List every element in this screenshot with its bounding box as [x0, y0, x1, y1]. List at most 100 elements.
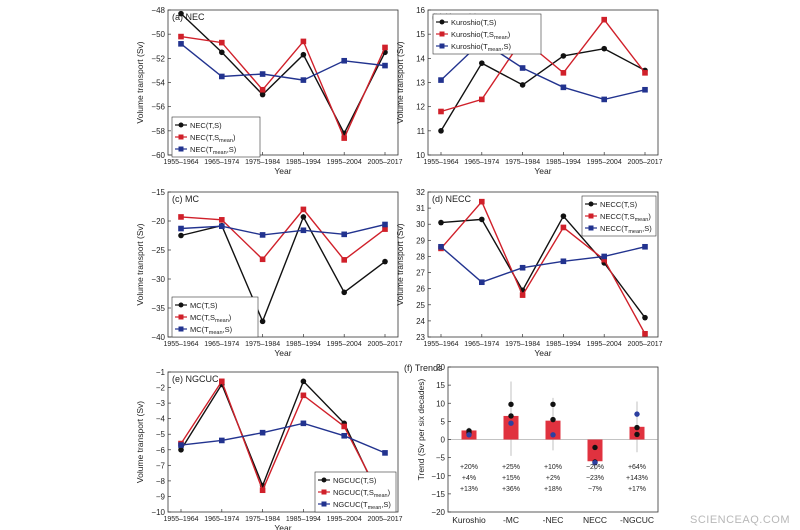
- data-point: [560, 70, 567, 76]
- y-tick-label: 24: [416, 317, 425, 326]
- data-point: [341, 289, 348, 296]
- legend-label: Kuroshio(T,S): [451, 18, 497, 27]
- data-point: [300, 38, 307, 45]
- data-point: [601, 96, 607, 103]
- data-point: [178, 442, 184, 448]
- x-tick-label: -NEC: [543, 515, 564, 525]
- data-point: [259, 71, 266, 77]
- y-tick-label: 12: [416, 103, 425, 112]
- trend-annotation: +2%: [546, 475, 560, 482]
- data-point: [519, 82, 526, 88]
- y-tick-label: 26: [416, 285, 425, 294]
- x-tick-label: 1985–1994: [286, 159, 321, 166]
- data-point: [438, 243, 444, 250]
- trend-dot-black: [508, 401, 514, 408]
- data-point: [479, 60, 485, 66]
- legend-label: MC(T,S): [190, 301, 218, 310]
- legend-label: NEC(T,S): [190, 121, 222, 130]
- panel-title: (e) NGCUC: [172, 374, 219, 384]
- x-axis-label: Year: [274, 166, 291, 176]
- y-tick-label: 10: [436, 399, 445, 408]
- data-point: [601, 253, 607, 260]
- trend-dot-black: [592, 444, 598, 451]
- panel-ngcuc: (e) NGCUC −10 −9 −8 −7 −6 −5 −4 −3 −2 −1 1955–1964 1…: [135, 368, 403, 530]
- trend-dot-black: [550, 416, 556, 423]
- x-tick-label: 1995–2004: [587, 159, 622, 166]
- data-point: [259, 318, 266, 325]
- x-tick-label: 1955–1964: [163, 159, 198, 166]
- data-point: [259, 232, 266, 238]
- x-tick-label: 2005–2017: [367, 159, 402, 166]
- x-tick-label: 1995–2004: [327, 159, 362, 166]
- data-point: [479, 216, 485, 223]
- legend-swatch-marker: [588, 201, 594, 207]
- legend-swatch-marker: [439, 43, 445, 49]
- y-tick-label: 29: [416, 236, 425, 245]
- x-tick-label: 1965–1974: [204, 516, 239, 523]
- x-tick-label: 1965–1974: [464, 341, 499, 348]
- y-tick-label: 27: [416, 269, 425, 278]
- data-point: [341, 135, 347, 141]
- data-point: [341, 423, 347, 430]
- data-point: [341, 432, 347, 439]
- y-tick-label: 30: [416, 220, 425, 229]
- data-point: [382, 226, 388, 232]
- data-point: [642, 86, 648, 93]
- y-tick-label: 16: [416, 6, 425, 15]
- y-tick-label: −9: [156, 492, 166, 501]
- legend-swatch-marker: [439, 31, 445, 37]
- data-point: [382, 221, 388, 228]
- data-point: [560, 213, 567, 219]
- y-tick-label: −7: [156, 461, 166, 470]
- x-tick-label: 1975–1984: [505, 159, 540, 166]
- x-tick-label: 1995–2004: [327, 516, 362, 523]
- x-tick-label: 1985–1994: [546, 159, 581, 166]
- data-point: [300, 227, 307, 234]
- panel-nec: (a) NEC −60 −58 −56 −54 −52 −50 −48 1955–1964 196…: [135, 6, 403, 176]
- y-tick-label: 5: [441, 417, 446, 426]
- y-tick-label: −10: [431, 472, 445, 481]
- y-tick-label: −50: [151, 30, 165, 39]
- data-point: [382, 44, 388, 51]
- legend-label: Kuroshio(T,Smean): [451, 30, 511, 41]
- data-point: [341, 231, 347, 238]
- x-axis-label: Year: [274, 348, 291, 358]
- data-point: [300, 51, 307, 58]
- data-point: [382, 62, 388, 69]
- y-tick-label: −5: [436, 454, 446, 463]
- legend-label: MC(T,Smean): [190, 313, 232, 324]
- y-tick-label: −5: [156, 430, 166, 439]
- data-point: [219, 217, 225, 223]
- data-point: [519, 264, 526, 271]
- x-tick-label: 1965–1974: [464, 159, 499, 166]
- trend-annotation: −20%: [586, 464, 604, 471]
- x-tick-label: 1995–2004: [327, 341, 362, 348]
- legend-swatch-marker: [178, 314, 184, 320]
- data-point: [560, 53, 567, 59]
- data-point: [300, 206, 307, 213]
- x-tick-label: 1965–1974: [204, 159, 239, 166]
- legend-label: MC(Tmean,S): [190, 325, 233, 336]
- series-line: [440, 18, 646, 113]
- x-tick-label: 1955–1964: [163, 341, 198, 348]
- data-point: [259, 91, 266, 98]
- data-point: [519, 292, 526, 298]
- y-tick-label: 14: [416, 54, 425, 63]
- trend-annotation: +36%: [502, 486, 520, 493]
- panel-title: (d) NECC: [432, 194, 472, 204]
- legend-label: NECC(Tmean,S): [600, 224, 652, 235]
- data-point: [178, 41, 184, 47]
- y-tick-label: −1: [156, 368, 166, 377]
- x-tick-label: 1955–1964: [163, 516, 198, 523]
- plot-frame: [167, 371, 399, 513]
- x-tick-label: 1955–1964: [423, 341, 458, 348]
- trend-dot-blue: [634, 411, 640, 417]
- trend-annotation: +18%: [544, 486, 562, 493]
- legend-swatch-marker: [178, 134, 184, 140]
- data-point: [178, 446, 184, 453]
- watermark: SCIENCEAQ.COM: [689, 514, 790, 526]
- legend-swatch-marker: [321, 501, 327, 507]
- y-axis-label: Trend (Sv per six decades): [416, 378, 426, 480]
- x-tick-label: 1955–1964: [423, 159, 458, 166]
